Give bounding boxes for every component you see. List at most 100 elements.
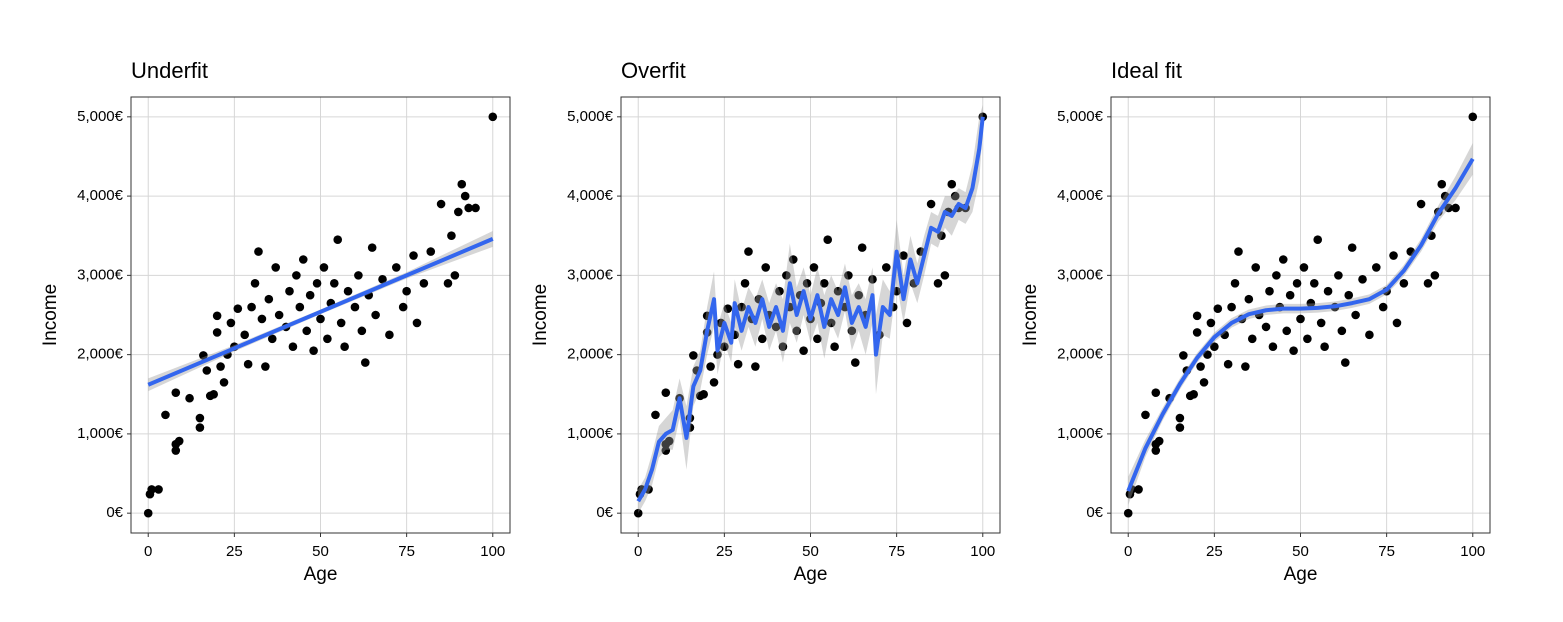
data-point [1192, 311, 1202, 321]
data-point [254, 247, 263, 256]
confidence-band [638, 104, 983, 514]
data-point [713, 350, 722, 359]
data-point [464, 203, 473, 213]
x-axis-label: Age [794, 564, 828, 585]
y-tick-label: 2,000€ [1057, 346, 1104, 363]
y-tick-label: 4,000€ [567, 187, 614, 204]
data-point [1437, 179, 1447, 189]
data-point [1175, 413, 1185, 423]
data-point [1292, 278, 1302, 288]
data-point [212, 311, 222, 321]
y-tick-label: 0€ [1086, 504, 1103, 521]
data-point [174, 436, 184, 446]
data-point [771, 322, 781, 332]
data-point [323, 334, 332, 344]
data-point [661, 446, 671, 455]
data-point [298, 255, 308, 264]
data-point [950, 191, 960, 201]
data-point [1134, 485, 1143, 494]
data-point [661, 388, 671, 397]
chart-title: Ideal fit [1111, 58, 1182, 83]
plot-border [620, 96, 1001, 534]
data-point [1227, 302, 1236, 312]
data-point [285, 286, 294, 296]
data-point [402, 286, 411, 296]
chart-title: Overfit [621, 58, 686, 83]
data-point [185, 393, 194, 403]
data-point [1303, 334, 1312, 344]
data-point [247, 302, 256, 312]
data-point [937, 231, 946, 241]
x-tick-label: 75 [1378, 543, 1395, 560]
data-point [1199, 378, 1209, 387]
data-point [1241, 362, 1250, 371]
panel: Ideal fit 0€ 1,000€ 2,000€ 3,000€ 4,000€ 5,000… [1020, 58, 1491, 585]
data-point [1406, 247, 1416, 256]
data-point [1244, 294, 1254, 304]
data-point [329, 278, 339, 288]
data-point [1189, 389, 1198, 399]
y-axis-label: Income [1020, 284, 1041, 346]
data-point [447, 231, 456, 241]
data-point [1223, 359, 1233, 369]
x-tick-label: 50 [802, 543, 819, 560]
data-point [288, 342, 298, 352]
data-point [1358, 275, 1367, 284]
data-point [778, 342, 788, 352]
data-point [933, 278, 943, 288]
data-point [1151, 446, 1161, 455]
data-point [336, 318, 346, 328]
y-tick-label: 1,000€ [77, 425, 124, 442]
data-point [1416, 199, 1426, 209]
data-point [1265, 286, 1274, 296]
data-point [305, 290, 315, 300]
x-tick-label: 0 [1124, 543, 1132, 560]
data-point [1210, 342, 1219, 352]
data-point [1234, 247, 1243, 256]
data-point [1278, 255, 1288, 264]
data-point [261, 362, 270, 371]
data-point [199, 351, 208, 360]
data-point [1261, 322, 1271, 332]
data-point [1423, 278, 1433, 288]
data-point [1123, 508, 1133, 518]
data-point [378, 275, 387, 284]
data-point [233, 304, 243, 313]
data-point [161, 410, 170, 420]
data-point [733, 359, 743, 369]
x-tick-label: 100 [970, 543, 995, 560]
data-point [385, 330, 394, 340]
data-point [371, 310, 380, 320]
y-tick-label: 2,000€ [567, 346, 614, 363]
data-point [367, 243, 377, 252]
y-tick-label: 1,000€ [1057, 425, 1104, 442]
data-point [267, 334, 277, 344]
data-point [947, 179, 957, 189]
data-point [333, 235, 343, 244]
y-axis-label: Income [40, 284, 61, 346]
data-point [1299, 263, 1309, 272]
x-tick-label: 75 [888, 543, 905, 560]
x-tick-label: 0 [634, 543, 642, 560]
y-tick-label: 1,000€ [567, 425, 614, 442]
y-tick-label: 0€ [596, 504, 613, 521]
data-point [392, 263, 401, 272]
data-point [899, 251, 908, 260]
data-point [651, 410, 660, 420]
data-point [216, 362, 225, 371]
data-point [751, 362, 760, 371]
data-point [1289, 346, 1298, 355]
data-point [1323, 286, 1333, 296]
data-point [171, 388, 181, 397]
fit-line [147, 237, 494, 387]
data-point [1213, 304, 1223, 313]
data-point [1196, 362, 1205, 371]
data-point [171, 446, 181, 455]
data-point [830, 342, 839, 352]
data-point [202, 366, 212, 375]
data-point [1344, 290, 1354, 300]
data-point [940, 271, 950, 280]
data-point [292, 271, 301, 280]
x-tick-label: 25 [1206, 543, 1223, 560]
